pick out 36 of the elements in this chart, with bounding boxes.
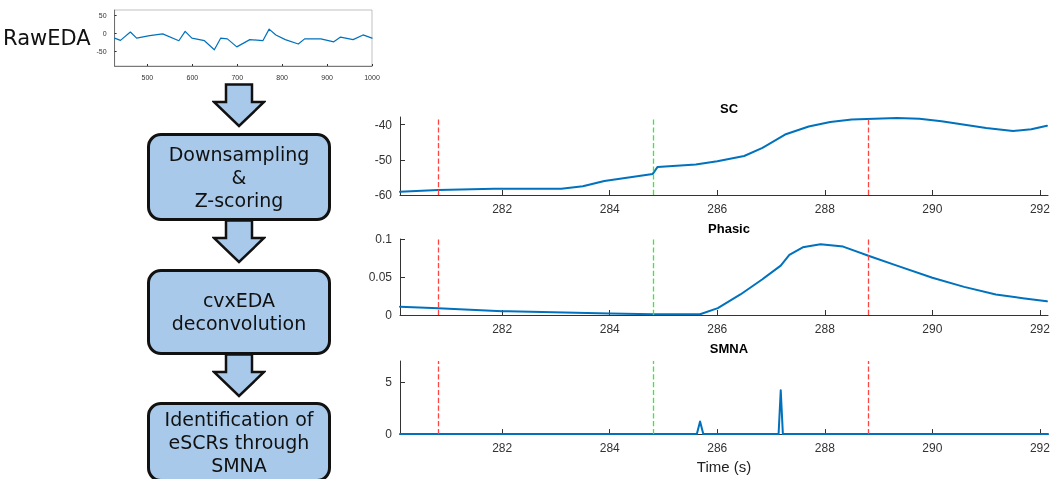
x-tick-label: 288 [814, 202, 836, 216]
x-tick-label: 288 [814, 322, 836, 336]
x-tick-label: 282 [492, 441, 513, 456]
chart-title: SC [719, 101, 739, 116]
x-tick-label: 282 [492, 322, 513, 336]
x-tick-label: 288 [814, 441, 836, 456]
x-tick-label: 284 [599, 322, 621, 336]
x-tick-label: 286 [707, 322, 728, 336]
y-tick-label: -50 [374, 152, 393, 167]
x-tick-label: 286 [707, 202, 728, 216]
x-tick-label: 292 [1029, 322, 1051, 336]
y-tick-label: 0.1 [375, 232, 393, 246]
x-tick-label: 290 [922, 322, 943, 336]
x-tick-label: 284 [599, 202, 621, 216]
y-tick-label: 0 [385, 427, 393, 442]
x-tick-label: 282 [492, 202, 513, 216]
x-tick-label: 290 [922, 202, 943, 216]
chart-title: SMNA [709, 341, 749, 356]
line-series [399, 117, 1048, 193]
x-tick-label: 290 [922, 441, 943, 456]
text: Downsampling & Z-scoring [147, 133, 331, 221]
x-tick-label: 286 [707, 441, 728, 456]
y-tick-label: 0 [385, 308, 393, 322]
chart-title: Phasic [708, 221, 750, 236]
text: cvxEDA deconvolution [147, 269, 331, 355]
x-tick-label: 292 [1029, 441, 1051, 456]
line-series [114, 28, 373, 51]
y-axis-title: RawEDA [3, 26, 92, 50]
text: Identification of eSCRs through SMNA [147, 402, 331, 479]
y-tick-label: -60 [374, 188, 393, 202]
y-tick-label: -40 [374, 117, 393, 132]
x-tick-label: 292 [1029, 202, 1051, 216]
x-axis-title: Time (s) [696, 458, 752, 475]
x-tick-label: 284 [599, 441, 621, 456]
y-tick-label: 5 [385, 374, 393, 389]
y-tick-label: 0.05 [368, 270, 393, 284]
